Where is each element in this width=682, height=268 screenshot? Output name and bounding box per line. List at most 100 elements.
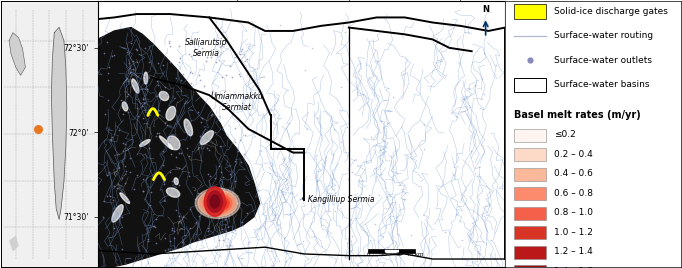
Bar bbox=[514, 77, 546, 92]
Point bbox=[205, 113, 216, 117]
Point bbox=[146, 190, 157, 195]
Point bbox=[274, 23, 285, 27]
Point bbox=[133, 114, 144, 118]
Point bbox=[202, 226, 213, 230]
Point bbox=[170, 154, 181, 159]
Bar bbox=[514, 187, 546, 200]
Point bbox=[153, 131, 164, 135]
Point bbox=[297, 239, 308, 244]
Point bbox=[117, 247, 128, 251]
Text: Solid-ice discharge gates: Solid-ice discharge gates bbox=[554, 7, 668, 16]
Point bbox=[186, 81, 197, 85]
Text: 0.6 – 0.8: 0.6 – 0.8 bbox=[554, 189, 593, 198]
Text: Surface-water basins: Surface-water basins bbox=[554, 80, 650, 90]
Point bbox=[150, 217, 161, 222]
Point bbox=[233, 116, 243, 120]
Point bbox=[162, 93, 173, 98]
Point bbox=[190, 197, 201, 201]
Ellipse shape bbox=[167, 136, 180, 150]
Point bbox=[143, 59, 154, 64]
Point bbox=[106, 54, 117, 58]
Text: ≤0.2: ≤0.2 bbox=[554, 130, 576, 139]
Text: Surface-water outlets: Surface-water outlets bbox=[554, 56, 652, 65]
Point bbox=[214, 164, 225, 169]
Point bbox=[370, 222, 381, 226]
Bar bbox=[514, 148, 546, 161]
Text: Umiammakku
Sermiat: Umiammakku Sermiat bbox=[211, 92, 263, 112]
Point bbox=[176, 151, 187, 155]
Point bbox=[232, 146, 243, 150]
Point bbox=[215, 143, 226, 148]
Ellipse shape bbox=[144, 72, 148, 84]
Point bbox=[131, 106, 142, 110]
Point bbox=[218, 175, 229, 179]
Point bbox=[128, 59, 138, 64]
Point bbox=[164, 40, 175, 45]
Point bbox=[177, 214, 188, 219]
Point bbox=[385, 202, 396, 206]
Point bbox=[230, 159, 241, 163]
Point bbox=[440, 230, 451, 234]
Point bbox=[153, 61, 164, 65]
Point bbox=[121, 94, 132, 98]
Point bbox=[186, 71, 197, 75]
Point bbox=[160, 248, 170, 252]
Point bbox=[524, 58, 535, 62]
Point bbox=[221, 229, 232, 233]
Bar bbox=[514, 226, 546, 239]
Point bbox=[193, 237, 204, 242]
Point bbox=[174, 151, 185, 155]
Point bbox=[265, 108, 276, 112]
Point bbox=[158, 149, 169, 154]
Ellipse shape bbox=[198, 190, 237, 217]
Point bbox=[375, 119, 386, 123]
Text: N: N bbox=[482, 5, 489, 14]
Point bbox=[108, 53, 119, 57]
Point bbox=[117, 141, 128, 145]
Bar bbox=[514, 129, 546, 142]
Text: Salliarutsip
Sermia: Salliarutsip Sermia bbox=[186, 38, 228, 58]
Text: • Kangilliup Sermia: • Kangilliup Sermia bbox=[301, 195, 375, 204]
Point bbox=[152, 131, 163, 135]
Point bbox=[201, 55, 212, 59]
Point bbox=[213, 215, 224, 220]
Ellipse shape bbox=[206, 195, 229, 211]
Point bbox=[225, 243, 236, 247]
Ellipse shape bbox=[209, 197, 226, 209]
Point bbox=[217, 226, 228, 231]
Ellipse shape bbox=[201, 192, 235, 215]
Point bbox=[217, 75, 228, 79]
Point bbox=[106, 138, 117, 142]
Bar bbox=[514, 245, 546, 259]
Ellipse shape bbox=[210, 195, 220, 208]
Ellipse shape bbox=[120, 193, 130, 203]
Point bbox=[209, 176, 220, 180]
Point bbox=[226, 75, 237, 79]
Bar bbox=[368, 250, 384, 254]
Point bbox=[149, 225, 160, 229]
Point bbox=[166, 226, 177, 230]
Point bbox=[342, 177, 353, 181]
Point bbox=[122, 110, 133, 114]
Point bbox=[151, 94, 162, 98]
Point bbox=[137, 116, 148, 121]
Point bbox=[147, 223, 158, 228]
Point bbox=[211, 196, 222, 201]
Point bbox=[218, 237, 229, 242]
Point bbox=[209, 130, 220, 134]
Point bbox=[205, 174, 216, 178]
Point bbox=[160, 85, 170, 89]
Text: 0.8 – 1.0: 0.8 – 1.0 bbox=[554, 208, 593, 217]
Point bbox=[241, 57, 252, 62]
Point bbox=[230, 140, 241, 144]
Point bbox=[125, 41, 136, 46]
Point bbox=[335, 140, 346, 144]
Polygon shape bbox=[51, 27, 67, 219]
Ellipse shape bbox=[166, 106, 175, 120]
Text: 0.2 – 0.4: 0.2 – 0.4 bbox=[554, 150, 593, 159]
Point bbox=[237, 47, 248, 51]
Text: Basel melt rates (m/yr): Basel melt rates (m/yr) bbox=[514, 110, 640, 120]
Point bbox=[107, 218, 118, 222]
Point bbox=[164, 170, 175, 174]
Point bbox=[138, 177, 149, 181]
